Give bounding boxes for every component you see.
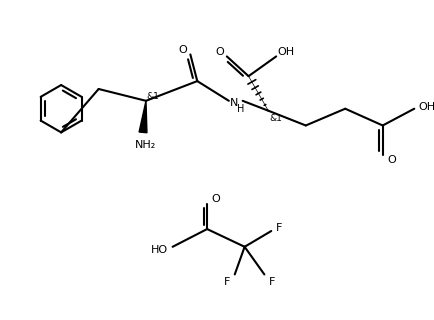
Polygon shape xyxy=(139,101,147,133)
Text: F: F xyxy=(268,277,275,287)
Text: NH₂: NH₂ xyxy=(135,140,156,150)
Text: O: O xyxy=(386,155,395,165)
Text: O: O xyxy=(215,46,224,57)
Text: F: F xyxy=(223,277,230,287)
Text: O: O xyxy=(211,195,220,204)
Text: F: F xyxy=(275,223,282,233)
Text: N: N xyxy=(229,98,237,108)
Text: &1: &1 xyxy=(269,114,282,123)
Text: OH: OH xyxy=(418,102,434,112)
Text: OH: OH xyxy=(277,46,294,57)
Text: HO: HO xyxy=(151,245,168,255)
Text: H: H xyxy=(237,104,244,114)
Text: &1: &1 xyxy=(146,92,159,101)
Text: O: O xyxy=(178,44,187,54)
